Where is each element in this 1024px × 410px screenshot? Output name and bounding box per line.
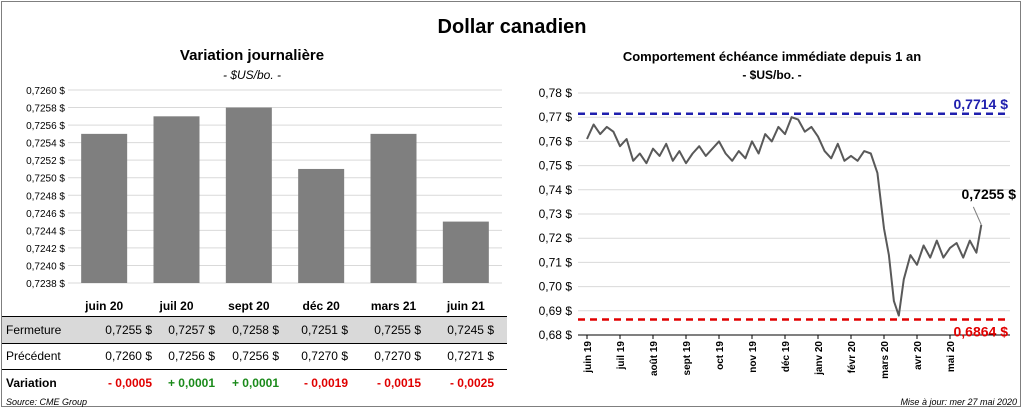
y-tick-label: 0,7256 $ — [26, 121, 65, 132]
y-tick-label: 0,7248 $ — [26, 191, 65, 202]
table-row-variation: Variation - 0,0005 + 0,0001 + 0,0001 - 0,00… — [2, 370, 507, 396]
table-cell: - 0,0019 — [303, 376, 348, 390]
table-cell: 0,7251 $ — [301, 323, 348, 337]
y-tick-label: 0,7244 $ — [26, 226, 65, 237]
y-tick-label: 0,68 $ — [539, 328, 573, 342]
y-tick-label: 0,76 $ — [539, 134, 573, 148]
x-tick-label: juin 20 — [84, 299, 123, 313]
bar — [370, 133, 417, 283]
row-label: Variation — [6, 376, 57, 390]
y-tick-label: 0,7246 $ — [26, 209, 65, 220]
left-chart-title: Variation journalière — [179, 47, 325, 64]
table-cell: 0,7257 $ — [168, 323, 215, 337]
y-tick-label: 0,70 $ — [539, 280, 573, 294]
x-tick-label: sept 20 — [228, 299, 270, 313]
table-cell: 0,7271 $ — [447, 349, 494, 363]
x-tick-label: mars 20 — [880, 341, 891, 379]
x-tick-label: juin 19 — [583, 341, 594, 374]
table-cell: 0,7255 $ — [374, 323, 421, 337]
bar — [225, 107, 272, 283]
y-tick-label: 0,72 $ — [539, 231, 573, 245]
reference-label-low: 0,6864 $ — [954, 324, 1009, 340]
left-chart-subtitle: - $US/bo. - — [222, 68, 282, 82]
y-tick-label: 0,7260 $ — [26, 86, 65, 97]
x-tick-label: nov 19 — [748, 341, 759, 373]
last-value-leader — [972, 206, 982, 226]
y-tick-label: 0,73 $ — [539, 207, 573, 221]
x-tick-label: févr 20 — [847, 341, 858, 374]
y-tick-label: 0,7252 $ — [26, 156, 65, 167]
bar — [298, 168, 345, 283]
y-tick-label: 0,69 $ — [539, 304, 573, 318]
y-tick-label: 0,7238 $ — [26, 279, 65, 290]
y-tick-label: 0,7254 $ — [26, 139, 65, 150]
table-cell: - 0,0005 — [107, 376, 152, 390]
y-tick-label: 0,74 $ — [539, 183, 573, 197]
x-tick-label: juil 20 — [158, 299, 193, 313]
x-tick-label: avr 20 — [913, 341, 924, 370]
page-title: Dollar canadien — [437, 16, 587, 38]
last-value-label: 0,7255 $ — [962, 186, 1017, 202]
table-row-fermeture: Fermeture 0,7255 $ 0,7257 $ 0,7258 $ 0,7251… — [2, 316, 507, 344]
table-cell: 0,7260 $ — [105, 349, 152, 363]
table-cell: 0,7255 $ — [105, 323, 152, 337]
row-label: Fermeture — [6, 323, 62, 337]
table-cell: 0,7245 $ — [447, 323, 494, 337]
right-chart-subtitle: - $US/bo. - — [742, 68, 802, 82]
row-label: Précédent — [6, 349, 61, 363]
table-cell: 0,7270 $ — [301, 349, 348, 363]
table-row-precedent: Précédent 0,7260 $ 0,7256 $ 0,7256 $ 0,7270… — [2, 343, 507, 370]
table-cell: 0,7270 $ — [374, 349, 421, 363]
y-tick-label: 0,78 $ — [539, 86, 573, 100]
y-tick-label: 0,7258 $ — [26, 104, 65, 115]
right-chart-title: Comportement échéance immédiate depuis 1… — [622, 49, 922, 64]
x-tick-label: oct 19 — [715, 341, 726, 370]
update-note: Mise à jour: mer 27 mai 2020 — [900, 397, 1017, 407]
y-tick-label: 0,71 $ — [539, 255, 573, 269]
x-tick-label: sept 19 — [682, 341, 693, 376]
x-tick-label: déc 20 — [302, 299, 340, 313]
x-tick-label: déc 19 — [781, 341, 792, 373]
y-tick-label: 0,7240 $ — [26, 261, 65, 272]
table-cell: + 0,0001 — [167, 376, 215, 390]
bar — [442, 221, 489, 283]
x-tick-label: août 19 — [649, 341, 660, 376]
price-series-line — [586, 116, 983, 317]
x-tick-label: juil 19 — [616, 341, 627, 371]
y-tick-label: 0,77 $ — [539, 110, 573, 124]
reference-label-high: 0,7714 $ — [954, 96, 1009, 112]
table-cell: 0,7256 $ — [168, 349, 215, 363]
line-chart: 0,68 $ 0,69 $ 0,70 $ 0,71 $ 0,72 $ 0,73 $ 0,74… — [539, 86, 1017, 379]
x-tick-label: juin 21 — [446, 299, 485, 313]
table-cell: 0,7258 $ — [232, 323, 279, 337]
y-tick-label: 0,7242 $ — [26, 244, 65, 255]
table-cell: + 0,0001 — [231, 376, 279, 390]
x-tick-label: janv 20 — [814, 341, 825, 376]
table-cell: 0,7256 $ — [232, 349, 279, 363]
y-tick-label: 0,7250 $ — [26, 174, 65, 185]
bar — [153, 116, 200, 283]
y-tick-label: 0,75 $ — [539, 159, 573, 173]
table-cell: - 0,0015 — [376, 376, 421, 390]
table-cell: - 0,0025 — [449, 376, 494, 390]
x-tick-label: mars 21 — [371, 299, 417, 313]
source-note: Source: CME Group — [6, 397, 88, 407]
bar — [81, 133, 128, 283]
x-tick-label: mai 20 — [946, 341, 957, 373]
bar-chart: 0,7238 $ 0,7240 $ 0,7242 $ 0,7244 $ 0,7246 $… — [26, 86, 502, 313]
